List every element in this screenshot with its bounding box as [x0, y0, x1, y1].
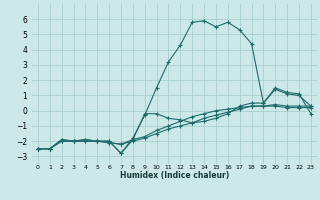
X-axis label: Humidex (Indice chaleur): Humidex (Indice chaleur) [120, 171, 229, 180]
